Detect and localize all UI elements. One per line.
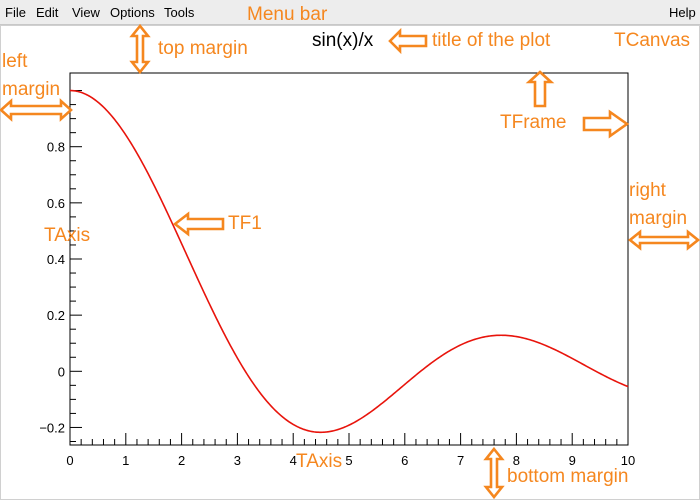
- menu-bar: File Edit View Options Tools Help: [0, 0, 700, 25]
- annotation-bottom-margin: bottom margin: [507, 466, 629, 487]
- annotation-left-margin-line1: left: [2, 51, 28, 72]
- tframe-right-arrow-icon: [582, 109, 630, 139]
- annotation-taxis-y: TAxis: [44, 225, 91, 246]
- y-axis: −0.2 0 0.2 0.4 0.6 0.8: [39, 90, 82, 442]
- x-tick-label: 6: [401, 453, 408, 468]
- y-tick-label: −0.2: [39, 420, 65, 435]
- y-tick-label: 0.4: [47, 252, 65, 267]
- top-margin-arrow-icon: [129, 23, 151, 75]
- menu-tools[interactable]: Tools: [164, 5, 195, 20]
- x-tick-label: 7: [457, 453, 464, 468]
- y-tick-label: 0.6: [47, 196, 65, 211]
- menu-edit[interactable]: Edit: [36, 5, 59, 20]
- annotation-tf1: TF1: [228, 213, 262, 234]
- x-tick-label: 10: [621, 453, 635, 468]
- x-tick-label: 4: [290, 453, 297, 468]
- annotation-menu-bar: Menu bar: [247, 4, 328, 25]
- plot-title: sin(x)/x: [312, 30, 374, 51]
- annotation-right-margin-line2: margin: [629, 208, 688, 229]
- x-tick-label: 3: [234, 453, 241, 468]
- annotation-taxis-x: TAxis: [296, 451, 343, 472]
- annotation-top-margin: top margin: [158, 38, 248, 59]
- y-tick-label: 0.8: [47, 140, 65, 155]
- tf1-curve[interactable]: [69, 89, 629, 434]
- x-tick-label: 5: [345, 453, 352, 468]
- x-tick-label: 2: [178, 453, 185, 468]
- y-tick-label: 0: [58, 364, 65, 379]
- annotation-title-of-plot: title of the plot: [432, 30, 551, 51]
- annotation-right-margin-line1: right: [629, 180, 666, 201]
- title-arrow-icon: [388, 27, 428, 55]
- menu-file[interactable]: File: [5, 5, 26, 20]
- x-axis: 0 1 2 3 4 5 6 7 8 9 10: [66, 433, 635, 468]
- tcanvas[interactable]: [0, 25, 700, 500]
- menu-view[interactable]: View: [72, 5, 100, 20]
- tframe-up-arrow-icon: [525, 70, 555, 108]
- x-tick-label: 0: [66, 453, 73, 468]
- annotation-tcanvas: TCanvas: [614, 30, 691, 51]
- right-margin-arrow-icon: [627, 229, 700, 251]
- y-tick-label: 0.2: [47, 308, 65, 323]
- x-tick-label: 1: [122, 453, 129, 468]
- bottom-margin-arrow-icon: [483, 446, 505, 500]
- x-tick-label: 9: [569, 453, 576, 468]
- annotation-left-margin-line2: margin: [2, 79, 61, 100]
- annotation-tframe: TFrame: [500, 112, 567, 133]
- menu-options[interactable]: Options: [110, 5, 155, 20]
- tf1-arrow-icon: [172, 211, 225, 237]
- x-tick-label: 8: [513, 453, 520, 468]
- left-margin-arrow-icon: [0, 98, 73, 122]
- menu-help[interactable]: Help: [669, 5, 696, 20]
